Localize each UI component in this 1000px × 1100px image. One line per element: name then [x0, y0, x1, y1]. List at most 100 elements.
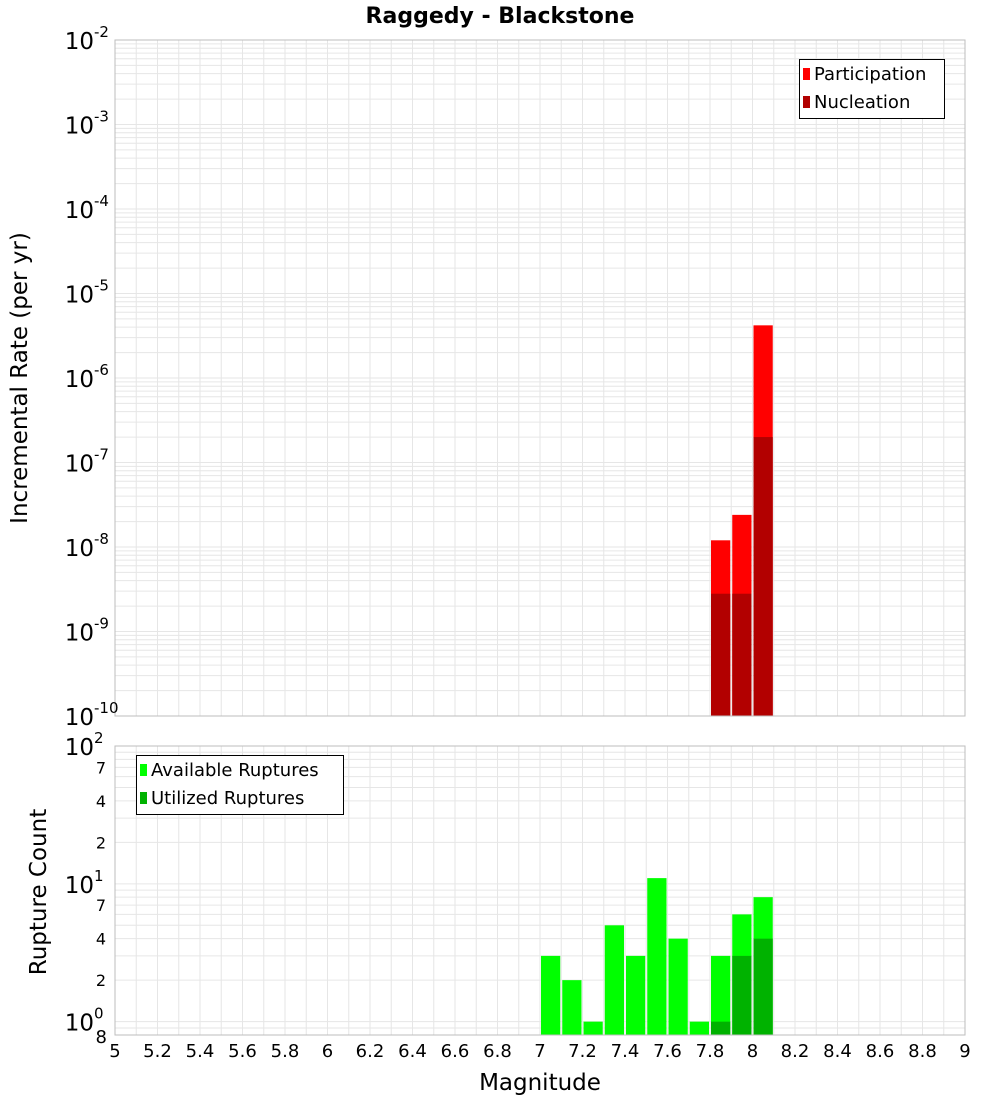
top-y-tick-label: 10 -8 [65, 530, 109, 562]
x-tick-label: 5.4 [186, 1041, 215, 1062]
y-tick-exponent: -7 [94, 446, 109, 464]
bottom-y-minor-tick-label: 2 [96, 971, 106, 990]
utilized-swatch [140, 792, 147, 804]
bottom-y-major-tick-label: 10 0 [65, 1005, 104, 1037]
x-tick-label: 6.8 [483, 1041, 512, 1062]
y-tick-base: 10 [65, 114, 94, 140]
utilized-ruptures-bar [732, 955, 752, 1035]
top-y-tick-label: 10 -10 [65, 699, 119, 731]
x-tick-label: 7.2 [568, 1041, 597, 1062]
legend-item-available-ruptures: Available Ruptures [137, 756, 319, 784]
top-bars [711, 325, 773, 716]
y-tick-exponent: -5 [94, 277, 109, 295]
available-ruptures-bar [711, 955, 731, 1035]
bottom-y-minor-tick-label: 7 [96, 896, 106, 915]
y-tick-base: 10 [65, 873, 94, 899]
top-gridlines [114, 40, 966, 717]
bottom-y-major-tick-label: 10 1 [65, 867, 104, 899]
y-tick-base: 10 [65, 735, 94, 761]
top-y-tick-label: 10 -9 [65, 615, 109, 647]
y-tick-base: 10 [65, 705, 94, 731]
y-tick-exponent: -3 [94, 108, 109, 126]
y-tick-exponent: -2 [94, 23, 109, 41]
x-tick-label: 8.8 [908, 1041, 937, 1062]
y-tick-base: 10 [65, 367, 94, 393]
utilized-ruptures-bar [753, 938, 773, 1035]
top-y-tick-label: 10 -3 [65, 108, 109, 140]
legend-label-nucleation: Nucleation [814, 91, 911, 113]
available-ruptures-bar [689, 1021, 709, 1035]
bottom-y-minor-tick-label: 2 [96, 833, 106, 852]
y-tick-exponent: 2 [94, 729, 104, 747]
x-tick-label: 6.4 [398, 1041, 427, 1062]
x-tick-label: 7.6 [653, 1041, 682, 1062]
x-tick-label: 7.4 [611, 1041, 640, 1062]
y-tick-exponent: -4 [94, 192, 109, 210]
chart-title: Raggedy - Blackstone [366, 4, 635, 29]
nucleation-bar [753, 437, 773, 716]
available-ruptures-bar [562, 980, 582, 1035]
top-y-tick-label: 10 -7 [65, 446, 109, 478]
y-tick-base: 10 [65, 536, 94, 562]
y-tick-base: 10 [65, 29, 94, 55]
y-tick-base: 10 [65, 621, 94, 647]
nucleation-bar [732, 593, 752, 716]
bottom-y-major-tick-label: 10 2 [65, 729, 104, 761]
x-tick-label: 8.6 [866, 1041, 895, 1062]
x-tick-label: 6.2 [356, 1041, 385, 1062]
available-ruptures-bar [668, 938, 688, 1035]
participation-swatch [803, 68, 810, 80]
available-ruptures-bar [583, 1021, 603, 1035]
available-swatch [140, 764, 147, 776]
x-tick-label: 6.6 [441, 1041, 470, 1062]
utilized-ruptures-bar [711, 1021, 731, 1035]
y-tick-base: 10 [65, 1011, 94, 1037]
x-tick-label: 5.2 [143, 1041, 172, 1062]
x-tick-label: 7 [534, 1041, 545, 1062]
top-y-tick-label: 10 -2 [65, 23, 109, 55]
bottom-y-axis-label: Rupture Count [26, 809, 52, 975]
y-tick-exponent: -10 [94, 699, 119, 717]
bottom-bars [541, 878, 773, 1035]
nucleation-bar [711, 593, 731, 716]
legend-label-utilized: Utilized Ruptures [151, 787, 305, 809]
x-tick-label: 8.2 [781, 1041, 810, 1062]
y-tick-exponent: -9 [94, 615, 109, 633]
top-y-tick-label: 10 -5 [65, 277, 109, 309]
legend-label-available: Available Ruptures [151, 759, 319, 781]
bottom-y-minor-tick-label: 4 [96, 792, 106, 811]
nucleation-swatch [803, 96, 810, 108]
available-ruptures-bar [626, 955, 646, 1035]
bottom-plot-frame [114, 745, 966, 1036]
top-y-tick-label: 10 -4 [65, 192, 109, 224]
x-axis-label: Magnitude [479, 1070, 601, 1096]
y-tick-exponent: -6 [94, 361, 109, 379]
x-tick-label: 5.6 [228, 1041, 257, 1062]
top-y-axis-label: Incremental Rate (per yr) [7, 232, 33, 524]
top-y-tick-label: 10 -6 [65, 361, 109, 393]
x-tick-labels: 5 5.2 5.4 5.6 5.8 6 6.2 6.4 6.6 6.8 7 7.2 7.4 7.6 7.8 8… [109, 1041, 970, 1062]
legend-label-participation: Participation [814, 63, 927, 85]
legend-item-utilized-ruptures: Utilized Ruptures [137, 784, 304, 812]
x-tick-label: 8.4 [823, 1041, 852, 1062]
y-tick-base: 10 [65, 198, 94, 224]
available-ruptures-bar [647, 878, 667, 1035]
x-tick-label: 8 [747, 1041, 758, 1062]
legend-item-nucleation: Nucleation [800, 88, 910, 116]
available-ruptures-bar [604, 925, 624, 1035]
y-tick-exponent: 1 [94, 867, 104, 885]
top-legend: Participation Nucleation [799, 59, 945, 119]
x-tick-label: 5.8 [271, 1041, 300, 1062]
available-ruptures-bar [541, 955, 561, 1035]
x-tick-label: 5 [109, 1041, 120, 1062]
y-tick-base: 10 [65, 283, 94, 309]
bottom-y-minor-tick-label: 4 [96, 930, 106, 949]
y-tick-base: 10 [65, 452, 94, 478]
x-tick-label: 6 [322, 1041, 333, 1062]
bottom-y-minimum-tick-label: 8 [96, 1027, 107, 1048]
legend-item-participation: Participation [800, 60, 926, 88]
